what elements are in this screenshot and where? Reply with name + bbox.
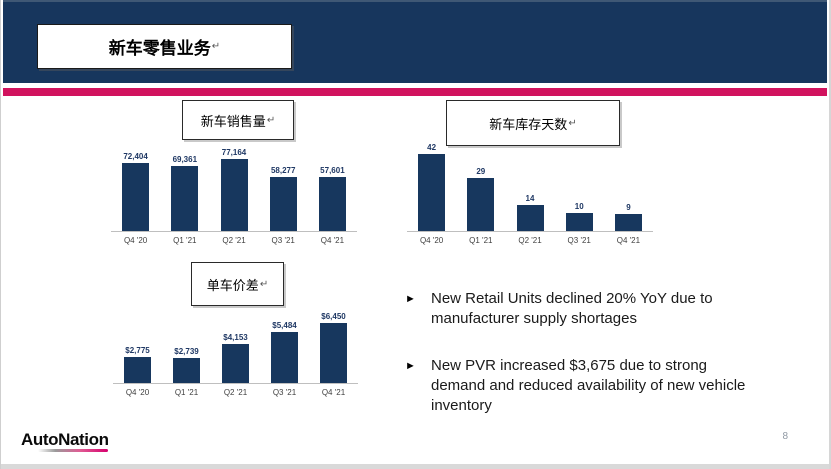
bar-column: 69,361 bbox=[160, 155, 209, 231]
x-axis-line bbox=[111, 231, 357, 232]
x-axis-tick-label: Q4 '20 bbox=[419, 236, 444, 245]
bar bbox=[122, 163, 150, 231]
chart-plot-area: 72,404 69,361 77,164 58,277 57,601 bbox=[111, 145, 357, 231]
chart-title-box-inventory-days[interactable]: 新车库存天数 ↵ bbox=[446, 100, 620, 146]
bar-column: $2,775 bbox=[113, 346, 162, 383]
bar-value-label: $4,153 bbox=[223, 333, 248, 342]
x-axis-tick-label: Q4 '20 bbox=[125, 388, 150, 397]
bar-column: 77,164 bbox=[209, 148, 258, 231]
bar-value-label: 42 bbox=[427, 143, 437, 152]
bullet-text: New Retail Units declined 20% YoY due to… bbox=[431, 290, 713, 327]
x-axis-tick-label: Q1 '21 bbox=[173, 236, 197, 245]
bar bbox=[516, 205, 544, 231]
bar bbox=[271, 332, 298, 383]
paragraph-mark-icon: ↵ bbox=[259, 278, 269, 290]
bar bbox=[614, 214, 642, 231]
x-axis-tick-label: Q1 '21 bbox=[174, 388, 199, 397]
x-axis-tick-label: Q2 '21 bbox=[518, 236, 542, 245]
chart-title-pvr: 单车价差 bbox=[206, 278, 259, 294]
bar-column: $5,484 bbox=[260, 321, 309, 383]
bullet-item: ► New Retail Units declined 20% YoY due … bbox=[405, 289, 757, 329]
page-bottom-edge bbox=[1, 464, 829, 469]
x-axis-tick-label: Q4 '20 bbox=[123, 236, 148, 245]
x-axis-tick-label: Q4 '21 bbox=[616, 236, 641, 245]
chart-plot-area: $2,775 $2,739 $4,153 $5,484 $6,450 bbox=[113, 309, 358, 383]
bar-value-label: 57,601 bbox=[320, 166, 345, 175]
bar-column: 58,277 bbox=[259, 166, 308, 231]
bullet-item: ► New PVR increased $3,675 due to strong… bbox=[405, 356, 757, 416]
bar-value-label: 9 bbox=[626, 203, 631, 212]
bar-chart-new-unit-sales[interactable]: 72,404 69,361 77,164 58,277 57,601 Q4 '20 Q1 '… bbox=[111, 145, 357, 245]
bar-value-label: 10 bbox=[574, 202, 584, 211]
x-axis-line bbox=[113, 383, 358, 384]
bar bbox=[467, 178, 495, 231]
bar-value-label: $2,775 bbox=[125, 346, 150, 355]
paragraph-mark-icon: ↵ bbox=[266, 114, 276, 126]
x-axis-tick-label: Q1 '21 bbox=[469, 236, 493, 245]
bar-column: 10 bbox=[555, 202, 604, 231]
autonation-logo: AutoNation bbox=[21, 430, 109, 452]
x-axis-labels: Q4 '20 Q1 '21 Q2 '21 Q3 '21 Q4 '21 bbox=[111, 236, 357, 245]
bar-chart-pvr[interactable]: $2,775 $2,739 $4,153 $5,484 $6,450 Q4 '20 Q1 '… bbox=[113, 309, 358, 397]
chart-title-box-pvr[interactable]: 单车价差 ↵ bbox=[191, 262, 284, 306]
bar-column: $4,153 bbox=[211, 333, 260, 383]
x-axis-tick-label: Q4 '21 bbox=[320, 236, 345, 245]
bar-value-label: 29 bbox=[476, 167, 486, 176]
bar bbox=[418, 154, 446, 231]
bar bbox=[269, 177, 297, 231]
bar-value-label: 77,164 bbox=[221, 148, 247, 157]
x-axis-tick-label: Q2 '21 bbox=[223, 388, 248, 397]
bar-column: 72,404 bbox=[111, 152, 160, 231]
chart-title-box-new-unit-sales[interactable]: 新车销售量 ↵ bbox=[182, 100, 294, 140]
slide-title-box[interactable]: 新车零售业务 ↵ bbox=[37, 24, 292, 69]
slide-title: 新车零售业务 bbox=[108, 39, 211, 59]
bullet-triangle-icon: ► bbox=[405, 293, 416, 305]
bar-chart-inventory-days[interactable]: 42 29 14 10 9 Q4 '20 Q1 '21 Q2 '21 Q3 '21 Q4 '21 bbox=[407, 140, 653, 245]
x-axis-tick-label: Q3 '21 bbox=[567, 236, 591, 245]
paragraph-mark-icon: ↵ bbox=[568, 117, 577, 129]
bar bbox=[171, 166, 199, 231]
bullet-list: ► New Retail Units declined 20% YoY due … bbox=[405, 289, 757, 443]
bar-column: 42 bbox=[407, 143, 456, 231]
bar-column: 14 bbox=[505, 194, 554, 231]
chart-title-new-unit-sales: 新车销售量 bbox=[200, 114, 266, 130]
bar bbox=[220, 159, 248, 231]
chart-title-inventory-days: 新车库存天数 bbox=[489, 117, 568, 133]
chart-plot-area: 42 29 14 10 9 bbox=[407, 140, 653, 231]
x-axis-labels: Q4 '20 Q1 '21 Q2 '21 Q3 '21 Q4 '21 bbox=[407, 236, 653, 245]
logo-swoosh-underline bbox=[38, 449, 108, 452]
bar bbox=[173, 358, 200, 383]
bullet-text: New PVR increased $3,675 due to strong d… bbox=[431, 357, 746, 414]
bar bbox=[565, 213, 593, 231]
x-axis-tick-label: Q2 '21 bbox=[222, 236, 246, 245]
accent-stripe bbox=[3, 88, 827, 96]
bar-value-label: $5,484 bbox=[272, 321, 297, 330]
bar-value-label: 58,277 bbox=[270, 166, 296, 175]
x-axis-labels: Q4 '20 Q1 '21 Q2 '21 Q3 '21 Q4 '21 bbox=[113, 388, 358, 397]
bar-value-label: 14 bbox=[525, 194, 535, 203]
page-number: 8 bbox=[782, 431, 788, 442]
bar bbox=[124, 357, 151, 383]
x-axis-tick-label: Q4 '21 bbox=[321, 388, 346, 397]
bar-column: $2,739 bbox=[162, 347, 211, 383]
bar-value-label: 72,404 bbox=[123, 152, 148, 161]
bar-value-label: $2,739 bbox=[174, 347, 199, 356]
bar-column: 57,601 bbox=[308, 166, 357, 231]
autonation-logo-text: AutoNation bbox=[21, 430, 109, 449]
bar bbox=[222, 344, 249, 383]
bar-value-label: 69,361 bbox=[172, 155, 198, 164]
x-axis-tick-label: Q3 '21 bbox=[271, 236, 295, 245]
x-axis-line bbox=[407, 231, 653, 232]
bar-column: 9 bbox=[604, 203, 653, 231]
bar-column: 29 bbox=[456, 167, 505, 231]
bar-column: $6,450 bbox=[309, 312, 358, 383]
x-axis-tick-label: Q3 '21 bbox=[272, 388, 297, 397]
bar bbox=[320, 323, 347, 383]
bar bbox=[318, 177, 346, 231]
paragraph-mark-icon: ↵ bbox=[211, 41, 221, 52]
bar-value-label: $6,450 bbox=[321, 312, 346, 321]
bullet-triangle-icon: ► bbox=[405, 360, 416, 372]
